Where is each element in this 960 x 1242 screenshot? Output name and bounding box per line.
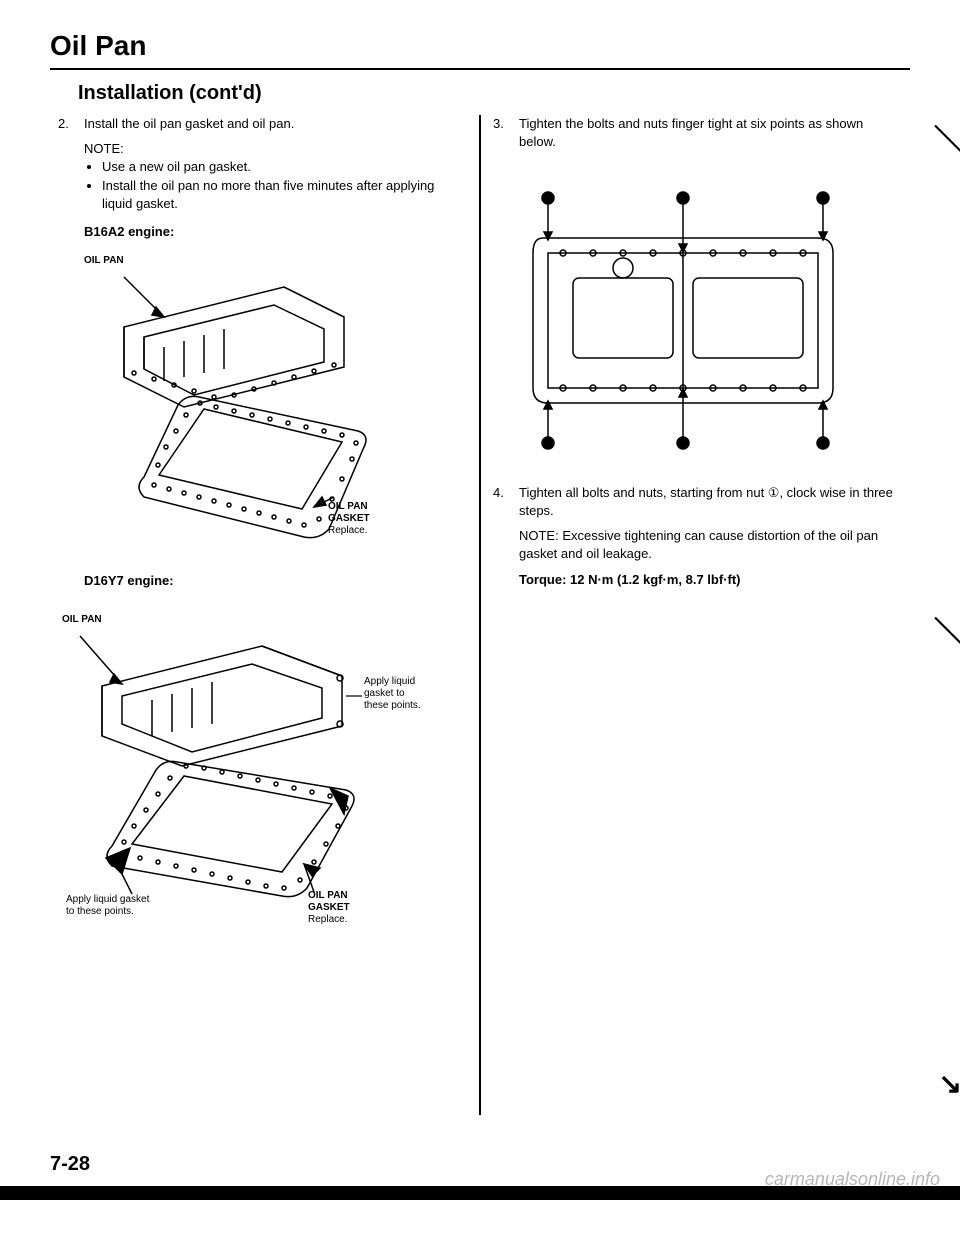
callout-line: Replace. (328, 525, 367, 536)
bullet-item: Install the oil pan no more than five mi… (102, 177, 467, 212)
bottom-bar (0, 1186, 960, 1200)
engine-label-b16a2: B16A2 engine: (58, 224, 467, 239)
note-label: NOTE: (58, 141, 467, 156)
callout-line: OIL PAN (328, 501, 368, 512)
step-text: Tighten all bolts and nuts, starting fro… (519, 484, 902, 519)
edge-slash-icon: ↘ (939, 1067, 960, 1100)
callout-line: to these points. (66, 906, 134, 917)
callout-line: Apply liquid gasket (66, 894, 149, 905)
step-text: Install the oil pan gasket and oil pan. (84, 115, 467, 133)
step-2: 2. Install the oil pan gasket and oil pa… (58, 115, 467, 133)
right-column: 3. Tighten the bolts and nuts finger tig… (485, 115, 910, 1115)
note-bullets: Use a new oil pan gasket. Install the oi… (58, 158, 467, 213)
torque-spec: Torque: 12 N·m (1.2 kgf·m, 8.7 lbf·ft) (493, 572, 902, 587)
page-number: 7-28 (50, 1153, 90, 1176)
callout-line: GASKET (328, 513, 370, 524)
left-column: 2. Install the oil pan gasket and oil pa… (50, 115, 475, 1115)
callout-line: these points. (364, 700, 421, 711)
title-rule (50, 68, 910, 70)
oil-pan-label: OIL PAN (84, 255, 124, 267)
oil-pan-label: OIL PAN (62, 614, 102, 626)
note-step4: NOTE: Excessive tightening can cause dis… (493, 527, 902, 562)
figure-b16a2: OIL PAN OIL PAN GASKET Replace. (84, 247, 467, 557)
edge-slash-icon: ＼ (934, 610, 960, 650)
callout-line: Replace. (308, 914, 347, 925)
figure-tighten-points (493, 158, 902, 468)
callout-line: OIL PAN (308, 890, 348, 901)
column-divider (479, 115, 481, 1115)
step-4: 4. Tighten all bolts and nuts, starting … (493, 484, 902, 519)
gasket-label: OIL PAN GASKET Replace. (328, 501, 370, 537)
apply-gasket-right: Apply liquid gasket to these points. (364, 676, 422, 712)
step-text: Tighten the bolts and nuts finger tight … (519, 115, 902, 150)
edge-slash-icon: ＼ (934, 118, 960, 158)
figure-d16y7: OIL PAN Apply liquid gasket to these poi… (62, 596, 467, 916)
step-number: 4. (493, 484, 509, 519)
apply-gasket-left: Apply liquid gasket to these points. (66, 894, 149, 918)
step-3: 3. Tighten the bolts and nuts finger tig… (493, 115, 902, 150)
engine-label-d16y7: D16Y7 engine: (58, 573, 467, 588)
step-number: 3. (493, 115, 509, 150)
bullet-item: Use a new oil pan gasket. (102, 158, 467, 176)
callout-line: Apply liquid (364, 676, 415, 687)
callout-line: GASKET (308, 902, 350, 913)
page-title: Oil Pan (50, 30, 910, 62)
step-number: 2. (58, 115, 74, 133)
gasket-label: OIL PAN GASKET Replace. (308, 890, 350, 926)
callout-line: gasket to (364, 688, 405, 699)
section-title: Installation (cont'd) (50, 82, 910, 105)
